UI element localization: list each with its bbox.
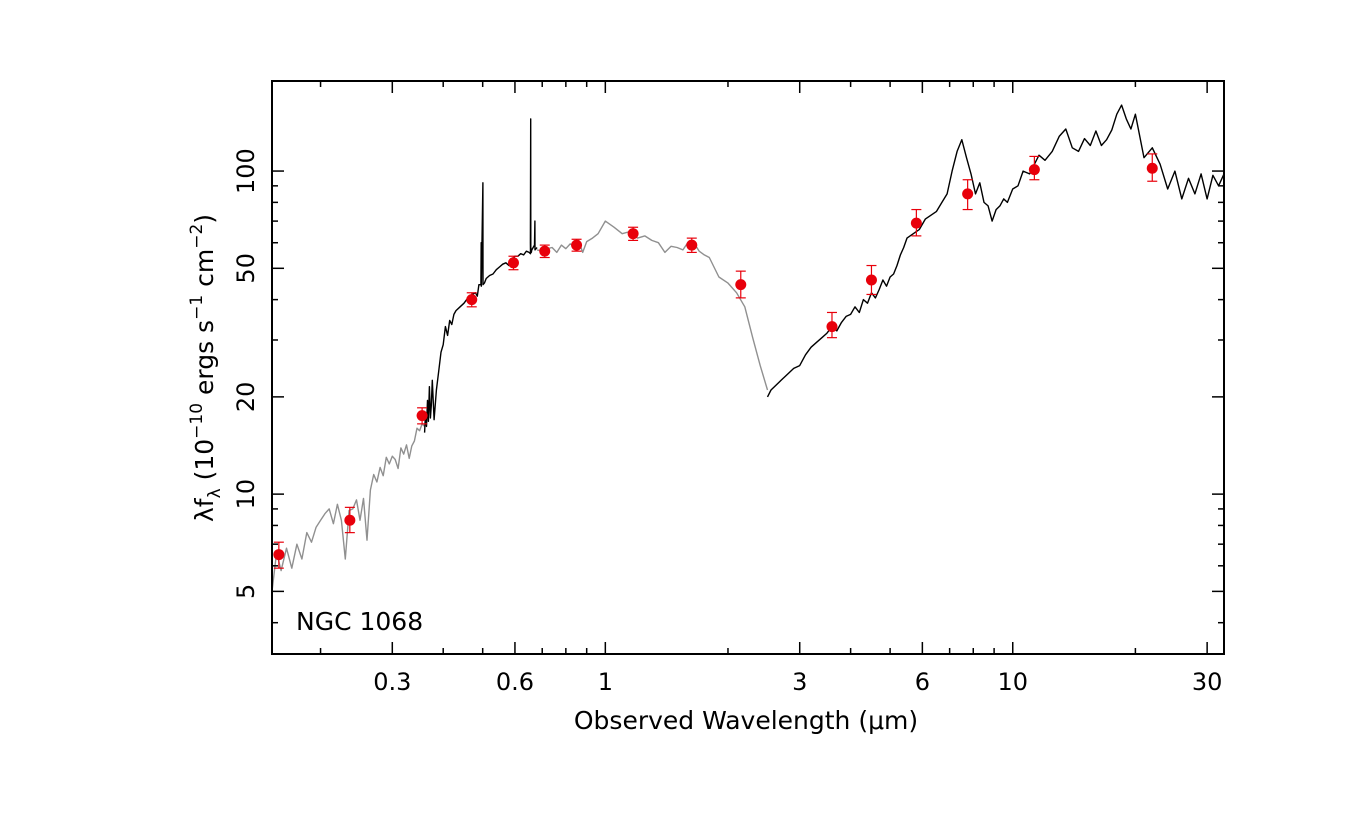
series-line-3 <box>536 220 769 391</box>
y-tick-label: 50 <box>232 253 260 284</box>
x-tick-label: 3 <box>792 668 807 696</box>
data-point <box>416 410 428 422</box>
annotation-label: NGC 1068 <box>296 607 423 636</box>
data-point <box>1028 164 1040 176</box>
y-tick-label: 10 <box>232 479 260 510</box>
data-point <box>686 239 698 251</box>
data-point <box>962 188 974 200</box>
x-tick-label: 30 <box>1192 668 1223 696</box>
data-point <box>627 228 639 240</box>
y-tick-label: 100 <box>232 148 260 194</box>
data-point <box>344 514 356 526</box>
points-layer <box>273 153 1158 569</box>
series-layer <box>272 104 1224 592</box>
ticklabels-layer: 0.3 0.6 1 3 6 10 30 5 10 20 50 100 <box>232 148 1222 696</box>
y-tick-label: 20 <box>232 382 260 413</box>
plot-frame <box>271 80 1225 655</box>
data-point <box>826 321 838 333</box>
data-point <box>466 294 478 306</box>
series-line-1 <box>272 423 426 592</box>
data-point <box>1146 162 1158 174</box>
x-tick-label: 0.3 <box>373 668 411 696</box>
y-tick-label: 5 <box>232 584 260 599</box>
series-line-2 <box>423 118 538 433</box>
data-point <box>571 239 583 251</box>
series-line-4 <box>766 104 1224 398</box>
ticks-layer <box>272 81 1224 654</box>
data-point <box>507 257 519 269</box>
data-point <box>865 274 877 286</box>
data-point <box>539 245 551 257</box>
x-tick-label: 10 <box>997 668 1028 696</box>
data-point <box>910 217 922 229</box>
x-tick-label: 1 <box>598 668 613 696</box>
y-axis-label: λfλ (10−10 ergs s−1 cm−2) <box>187 214 225 522</box>
data-point <box>735 279 747 291</box>
x-tick-label: 6 <box>915 668 930 696</box>
x-axis-label: Observed Wavelength (μm) <box>574 706 918 735</box>
x-tick-label: 0.6 <box>496 668 534 696</box>
data-point <box>273 549 285 561</box>
